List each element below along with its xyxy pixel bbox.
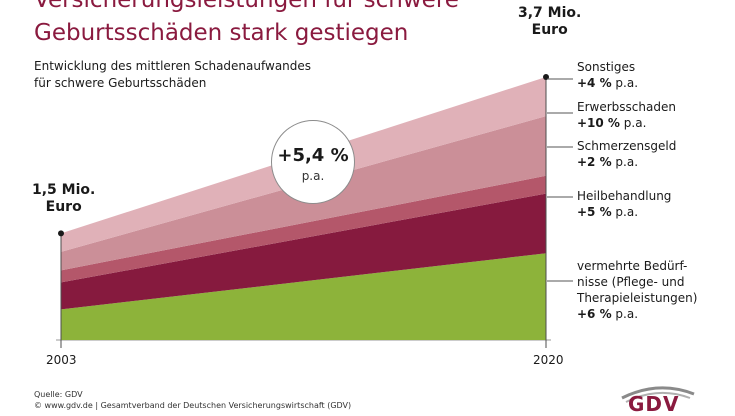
growth-rate-value: +5,4 % [277,145,349,166]
end-value-amount: 3,7 Mio. [518,5,582,21]
area-series-1 [61,193,546,310]
legend-name-line-2: nisse (Pflege- und [577,275,685,289]
gdv-logo-swoosh-icon [621,386,695,403]
copyright-text: © www.gdv.de | Gesamtverband der Deutsch… [34,401,352,410]
source-note: Quelle: GDV © www.gdv.de | Gesamtverband… [34,389,351,411]
legend-rate-value: +6 % [577,307,612,321]
subtitle-line-2: für schwere Geburtsschäden [34,76,207,90]
legend-rate: +2 % p.a. [577,155,638,169]
start-value-label: 1,5 Mio. Euro [32,182,95,216]
legend-rate: +10 % p.a. [577,116,646,130]
end-value-label: 3,7 Mio. Euro [518,5,581,39]
legend-rate-unit: p.a. [611,205,639,219]
legend-rate-unit: p.a. [619,116,647,130]
legend-rate-value: +2 % [577,155,612,169]
page-title-line-2: Geburtsschäden stark gestiegen [34,20,409,46]
legend-rate-unit: p.a. [611,76,639,90]
end-value-unit: Euro [531,22,568,38]
legend-rate: +4 % p.a. [577,76,638,90]
legend-rate-unit: p.a. [611,155,639,169]
legend-item-schmerzensgeld: Schmerzensgeld +2 % p.a. [577,138,676,170]
legend-rate-value: +10 % [577,116,620,130]
legend-rate-value: +4 % [577,76,612,90]
subtitle-line-1: Entwicklung des mittleren Schadenaufwand… [34,59,312,73]
legend-item-heilbehandlung: Heilbehandlung +5 % p.a. [577,188,671,220]
start-value-amount: 1,5 Mio. [32,182,96,198]
legend-rate-value: +5 % [577,205,612,219]
legend-name-line-1: vermehrte Bedürf- [577,259,688,273]
growth-rate-unit: p.a. [301,169,325,183]
growth-rate-bubble: +5,4 % p.a. [271,120,355,204]
page-title-line-1: Versicherungsleistungen für schwere [34,0,459,13]
legend-name: Schmerzensgeld [577,139,677,153]
legend-name: Heilbehandlung [577,189,672,203]
x-tick-label-2020: 2020 [533,353,564,367]
area-series-2 [61,175,546,283]
chart-subtitle: Entwicklung des mittleren Schadenaufwand… [34,58,311,92]
legend-name: Erwerbsschaden [577,100,676,114]
area-series-0 [61,253,546,340]
x-tick-label-2003: 2003 [46,353,77,367]
start-value-unit: Euro [45,199,82,215]
legend-name: Sonstiges [577,60,636,74]
source-text: Quelle: GDV [34,390,83,399]
legend-name-line-3: Therapieleistungen) [577,291,698,305]
legend-item-vermehrte-beduerfnisse: vermehrte Bedürf- nisse (Pflege- und The… [577,258,697,322]
gdv-logo-text: GDV [628,392,680,416]
total-point-0 [58,230,64,237]
legend-item-erwerbsschaden: Erwerbsschaden +10 % p.a. [577,99,676,131]
legend-rate-unit: p.a. [611,307,639,321]
legend-rate: +5 % p.a. [577,205,638,219]
legend-rate: +6 % p.a. [577,307,638,321]
legend-item-sonstiges: Sonstiges +4 % p.a. [577,59,638,91]
